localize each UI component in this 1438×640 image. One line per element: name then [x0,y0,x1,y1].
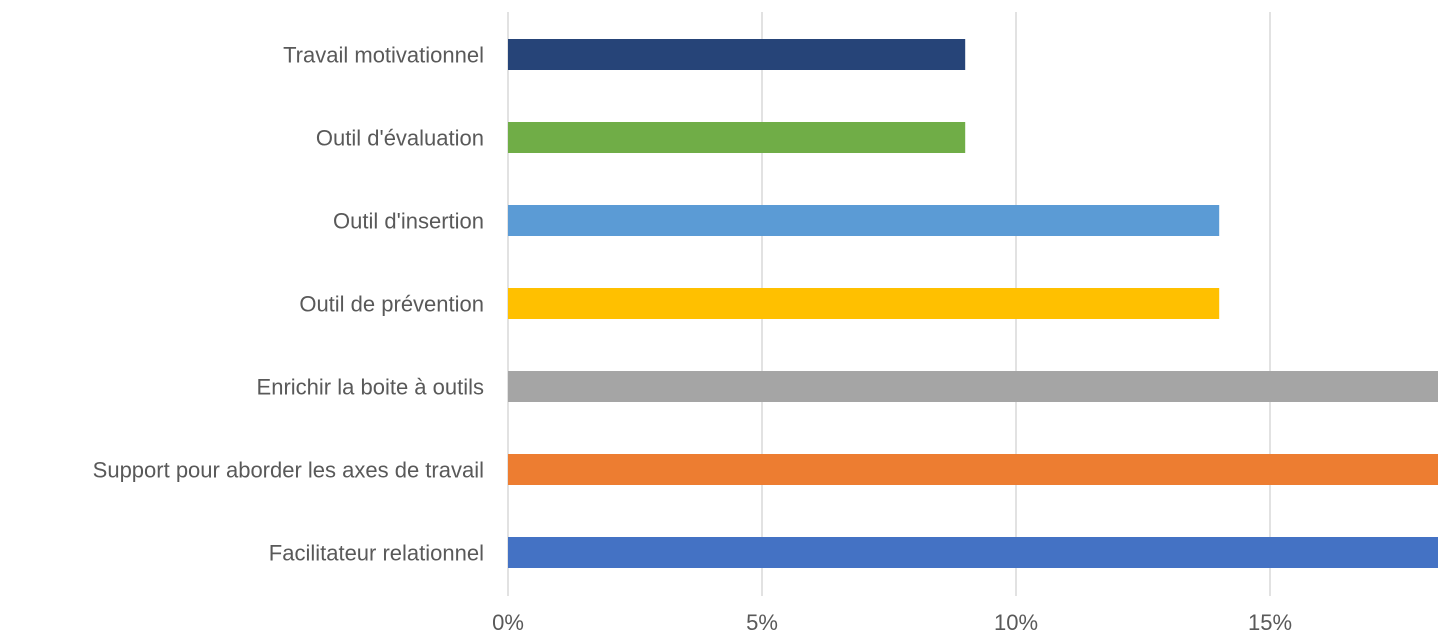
bar [508,122,966,153]
category-label: Outil d'insertion [333,209,484,234]
category-label: Outil d'évaluation [316,126,484,151]
bars [508,39,1438,568]
x-tick-label: 0% [492,610,524,635]
category-label: Enrichir la boite à outils [257,375,484,400]
bar [508,537,1438,568]
bar [508,205,1220,236]
bar [508,288,1220,319]
category-label: Support pour aborder les axes de travail [93,458,484,483]
x-tick-label: 5% [746,610,778,635]
bar [508,454,1438,485]
category-labels: Travail motivationnel Outil d'évaluation O… [93,43,484,566]
bar [508,39,966,70]
x-tick-label: 10% [994,610,1038,635]
x-axis-tick-labels: 0%5%10%15%20%25%30%35% [492,610,1292,635]
category-label: Travail motivationnel [283,43,484,68]
category-label: Outil de prévention [299,292,484,317]
x-tick-label: 15% [1248,610,1292,635]
bar [508,371,1438,402]
category-label: Facilitateur relationnel [269,541,484,566]
